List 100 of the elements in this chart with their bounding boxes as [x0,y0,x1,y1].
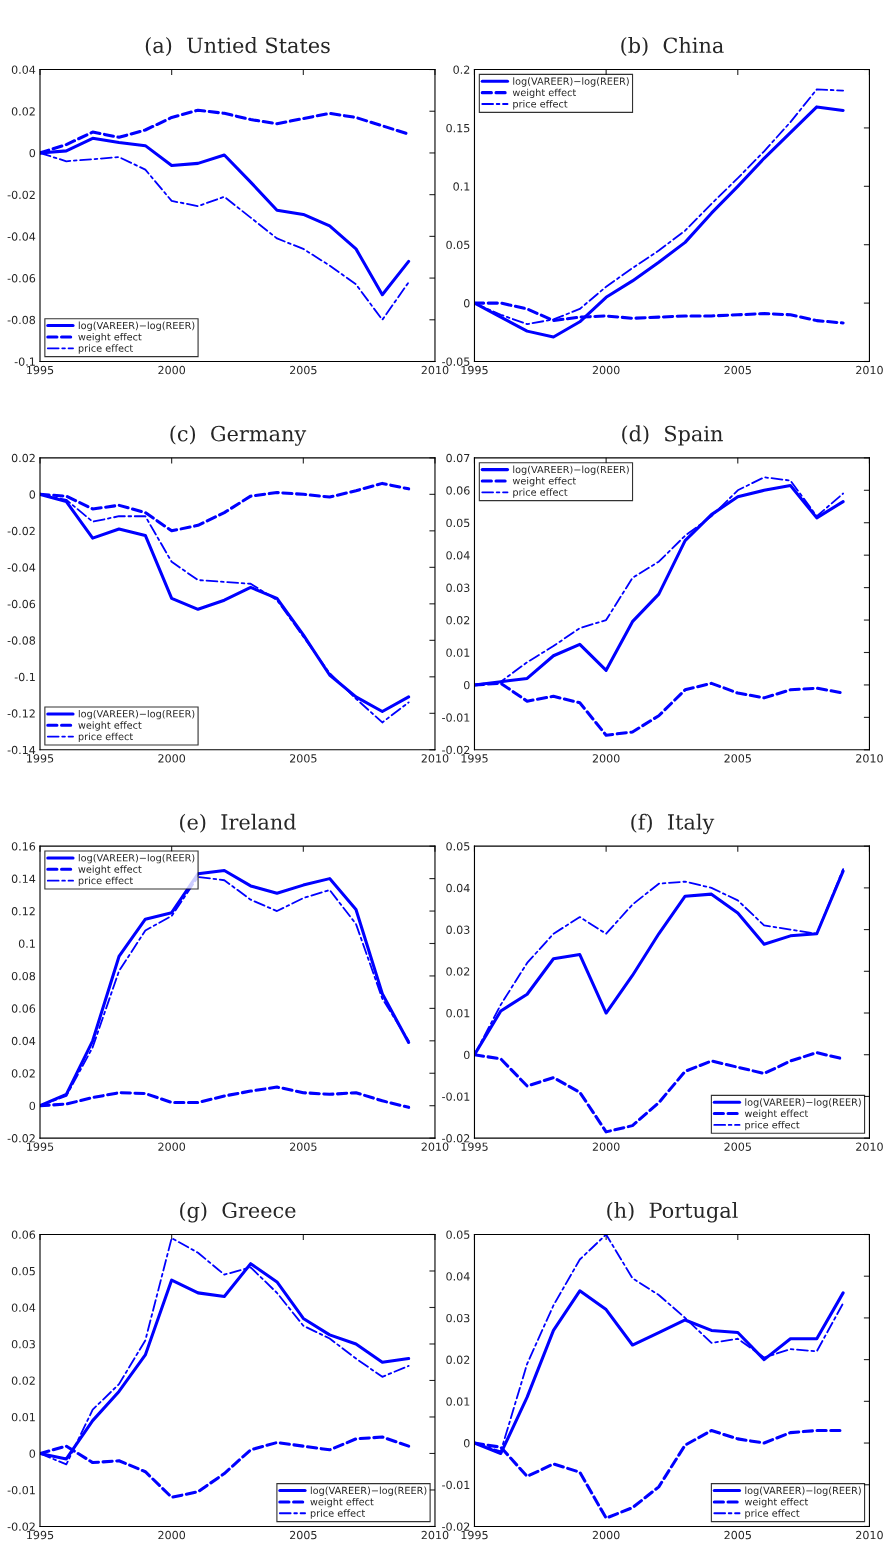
y-tick-label: -0.08 [7,636,36,645]
y-tick-label: 0.1 [453,182,470,191]
y-tick-label: 0.14 [11,874,36,883]
legend-label: price effect [78,344,133,354]
legend-label: price effect [78,876,133,887]
chart-title: (e) Ireland [180,813,296,833]
legend-label: log(VAREER)−log(REER) [310,1486,427,1496]
x-tick-label: 2010 [856,754,883,763]
x-tick-label: 2000 [592,365,620,375]
y-tick-label: 0 [29,148,36,158]
y-tick-label: 0.1 [18,939,35,948]
y-tick-label: 0.03 [446,1313,470,1323]
y-tick-label: 0.05 [446,240,470,250]
x-tick-label: 2010 [856,365,883,375]
legend-label: weight effect [512,476,576,487]
x-tick-label: 2005 [724,1142,751,1151]
x-tick-label: 2010 [421,1530,449,1540]
x-tick-label: 1995 [461,365,488,375]
legend-label: log(VAREER)−log(REER) [78,709,195,720]
y-tick-label: 0.05 [11,1266,35,1276]
x-tick-label: 2005 [289,754,317,763]
legend-label: price effect [78,732,133,743]
legend-label: weight effect [512,88,576,99]
y-tick-label: 0 [463,1439,470,1448]
y-tick-label: -0.1 [14,357,35,366]
y-tick-label: -0.04 [7,563,36,572]
legend-label: price effect [745,1509,800,1519]
legend-label: log(VAREER)−log(REER) [745,1486,861,1496]
y-tick-label: 0.03 [11,1339,35,1349]
y-tick-label: -0.06 [7,599,36,609]
y-tick-label: 0.03 [446,925,470,934]
x-tick-label: 1995 [27,365,54,375]
x-tick-label: 1995 [27,1142,54,1151]
x-tick-label: 2000 [592,754,620,763]
y-tick-label: -0.06 [7,274,36,283]
x-tick-label: 2005 [289,365,317,375]
y-tick-label: -0.02 [442,1522,470,1531]
y-tick-label: 0.06 [11,1230,36,1239]
legend-label: price effect [310,1509,365,1519]
chart-title: (h) Portugal [607,1201,738,1223]
x-tick-label: 2005 [289,1142,317,1151]
y-tick-label: 0.07 [446,453,470,463]
y-tick-label: 0.2 [453,65,470,74]
legend-label: log(VAREER)−log(REER) [513,77,629,87]
y-tick-label: 0.04 [11,65,36,74]
y-tick-label: 0 [463,680,470,690]
legend-label: weight effect [744,1109,809,1120]
y-tick-label: 0.04 [11,1036,36,1046]
legend-label: weight effect [78,865,142,875]
x-tick-label: 1995 [461,754,488,763]
legend-label: weight effect [744,1497,809,1508]
y-tick-label: -0.1 [14,672,35,682]
chart-title: (f) Italy [631,813,715,835]
y-tick-label: 0.02 [11,453,35,463]
x-tick-label: 2000 [158,1142,186,1151]
x-tick-label: 2000 [592,1530,620,1540]
x-tick-label: 2010 [856,1142,883,1151]
y-tick-label: 0.02 [446,1355,470,1364]
y-tick-label: -0.02 [7,526,35,536]
legend-label: price effect [513,100,568,110]
y-tick-label: 0.01 [446,1397,470,1406]
y-tick-label: 0.12 [11,907,35,916]
y-tick-label: 0.04 [446,1272,470,1281]
y-tick-label: 0.03 [446,583,470,592]
y-tick-label: 0.04 [446,883,470,893]
y-tick-label: 0.01 [446,1008,470,1018]
y-tick-label: 0.02 [11,107,35,116]
y-tick-label: 0.01 [11,1412,35,1422]
legend-label: price effect [513,488,568,498]
y-tick-label: -0.05 [442,357,470,366]
y-tick-label: 0.06 [11,1004,36,1013]
y-tick-label: 0.08 [11,971,36,981]
x-tick-label: 2000 [158,365,186,375]
y-tick-label: -0.01 [442,1480,470,1490]
chart-title: (g) Greece [180,1201,296,1223]
chart-title: (c) Germany [170,425,307,446]
x-tick-label: 2010 [421,754,449,763]
y-tick-label: 0 [29,1449,36,1458]
y-tick-label: -0.02 [442,745,470,755]
y-tick-label: 0 [463,299,470,308]
y-tick-label: 0.06 [446,486,470,495]
legend-label: price effect [745,1120,800,1131]
y-tick-label: -0.01 [442,1092,470,1101]
x-tick-label: 1995 [27,1530,54,1540]
y-tick-label: -0.12 [7,709,35,718]
y-tick-label: -0.02 [7,1522,35,1531]
x-tick-label: 2010 [421,365,449,375]
y-tick-label: 0.05 [446,1230,470,1239]
x-tick-label: 2005 [724,1530,751,1540]
y-tick-label: 0.02 [11,1069,35,1078]
y-tick-label: 0 [463,1050,470,1060]
x-tick-label: 2000 [158,754,186,763]
y-tick-label: -0.01 [442,713,470,722]
x-tick-label: 1995 [27,754,54,763]
y-tick-label: 0.02 [446,967,470,976]
x-tick-label: 2000 [158,1530,186,1540]
x-tick-label: 2005 [724,754,751,763]
x-tick-label: 2010 [421,1142,449,1151]
legend-label: weight effect [78,721,142,731]
legend-label: log(VAREER)−log(REER) [78,321,195,332]
